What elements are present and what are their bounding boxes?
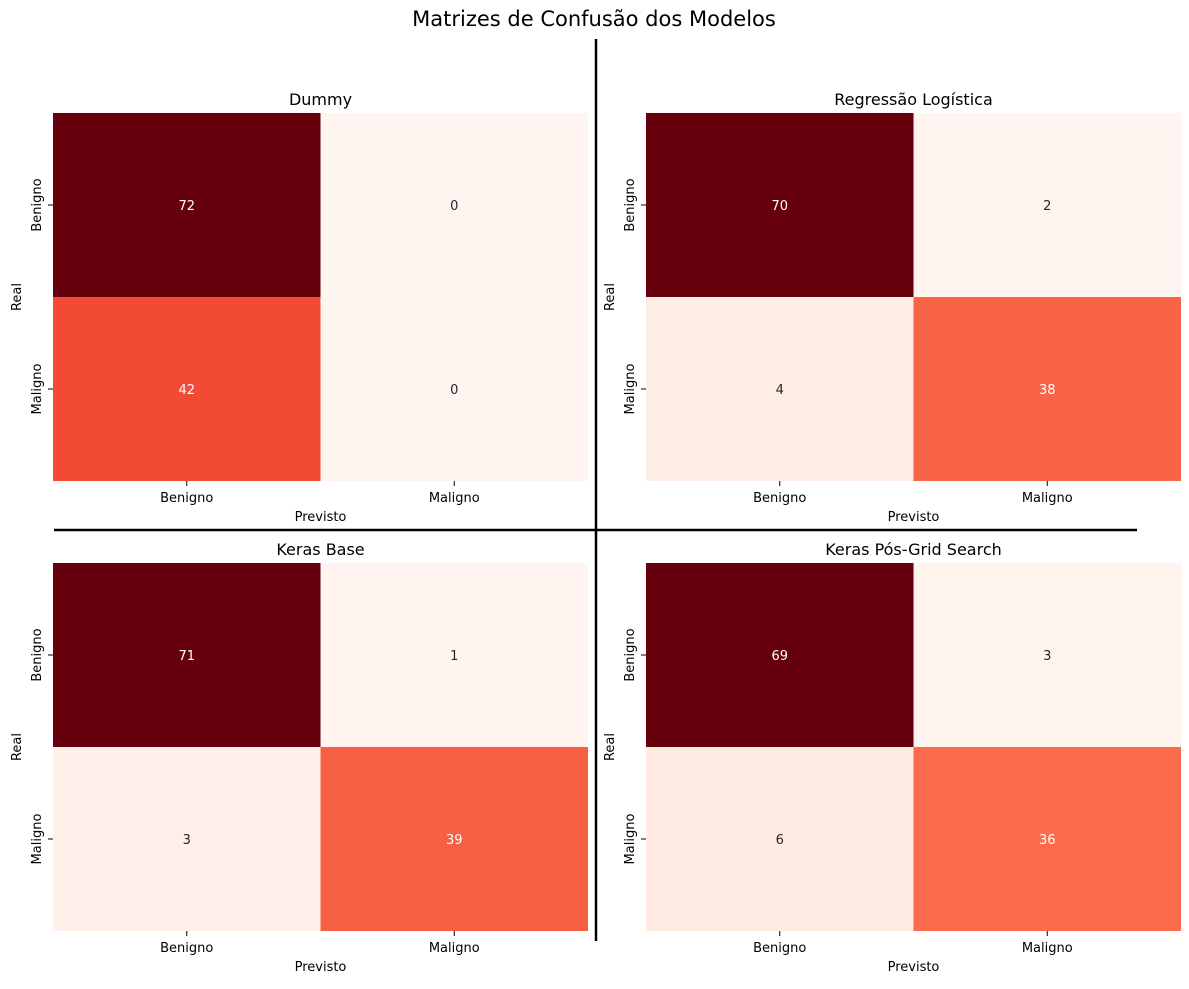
y-tick-label: Maligno	[30, 814, 45, 865]
cell-value-label: 38	[1039, 383, 1056, 398]
x-tick-label: Maligno	[429, 491, 480, 506]
x-tick-label: Benigno	[160, 941, 213, 956]
y-tick-label: Benigno	[30, 628, 45, 681]
cell-value-label: 2	[1043, 199, 1051, 214]
heatmap-cell	[646, 113, 914, 297]
cell-value-label: 1	[450, 649, 458, 664]
y-axis-label: Real	[10, 733, 25, 761]
heatmap-cell	[320, 297, 588, 481]
heatmap-cell	[646, 297, 914, 481]
heatmap-cell	[53, 297, 321, 481]
heatmap-cell	[53, 563, 321, 747]
confusion-matrix-panel: Regressão Logística 70 2 4 38 Benigno Maligno B…	[603, 90, 1181, 525]
x-tick-label: Benigno	[753, 491, 806, 506]
cell-value-label: 72	[178, 199, 195, 214]
cell-value-label: 4	[776, 383, 784, 398]
y-tick-label: Benigno	[30, 178, 45, 231]
heatmap-cell	[53, 747, 321, 931]
y-tick-label: Benigno	[623, 178, 638, 231]
y-tick-label: Maligno	[623, 364, 638, 415]
x-tick-label: Maligno	[1022, 941, 1073, 956]
x-axis-label: Previsto	[888, 510, 940, 525]
panel-title: Dummy	[289, 90, 352, 109]
heatmap-cell	[913, 747, 1181, 931]
figure-title: Matrizes de Confusão dos Modelos	[412, 7, 776, 31]
y-axis-label: Real	[603, 733, 618, 761]
cell-value-label: 0	[450, 199, 458, 214]
cell-value-label: 0	[450, 383, 458, 398]
heatmap-cell	[913, 297, 1181, 481]
x-axis-label: Previsto	[295, 510, 347, 525]
y-tick-label: Maligno	[30, 364, 45, 415]
heatmap-cell	[646, 563, 914, 747]
heatmap-cell	[320, 747, 588, 931]
panel-title: Keras Base	[276, 540, 364, 559]
cell-value-label: 42	[178, 383, 195, 398]
cell-value-label: 70	[771, 199, 788, 214]
y-axis-label: Real	[603, 283, 618, 311]
confusion-matrix-panel: Keras Base 71 1 3 39 Benigno Maligno Benigno Mal…	[10, 540, 588, 975]
x-axis-label: Previsto	[295, 960, 347, 975]
cell-value-label: 3	[1043, 649, 1051, 664]
x-tick-label: Maligno	[429, 941, 480, 956]
heatmap-cell	[913, 113, 1181, 297]
x-tick-label: Benigno	[160, 491, 213, 506]
cell-value-label: 3	[183, 833, 191, 848]
cell-value-label: 69	[771, 649, 788, 664]
heatmap-cell	[320, 563, 588, 747]
x-tick-label: Maligno	[1022, 491, 1073, 506]
confusion-matrix-panel: Dummy 72 0 42 0 Benigno Maligno Benigno Maligno P…	[10, 90, 588, 525]
panel-title: Regressão Logística	[834, 90, 993, 109]
heatmap-cell	[913, 563, 1181, 747]
cell-value-label: 71	[178, 649, 195, 664]
y-tick-label: Benigno	[623, 628, 638, 681]
y-tick-label: Maligno	[623, 814, 638, 865]
x-axis-label: Previsto	[888, 960, 940, 975]
heatmap-cell	[646, 747, 914, 931]
cell-value-label: 6	[776, 833, 784, 848]
heatmap-cell	[320, 113, 588, 297]
cell-value-label: 39	[446, 833, 463, 848]
panel-title: Keras Pós-Grid Search	[825, 540, 1002, 559]
heatmap-cell	[53, 113, 321, 297]
cell-value-label: 36	[1039, 833, 1056, 848]
y-axis-label: Real	[10, 283, 25, 311]
x-tick-label: Benigno	[753, 941, 806, 956]
